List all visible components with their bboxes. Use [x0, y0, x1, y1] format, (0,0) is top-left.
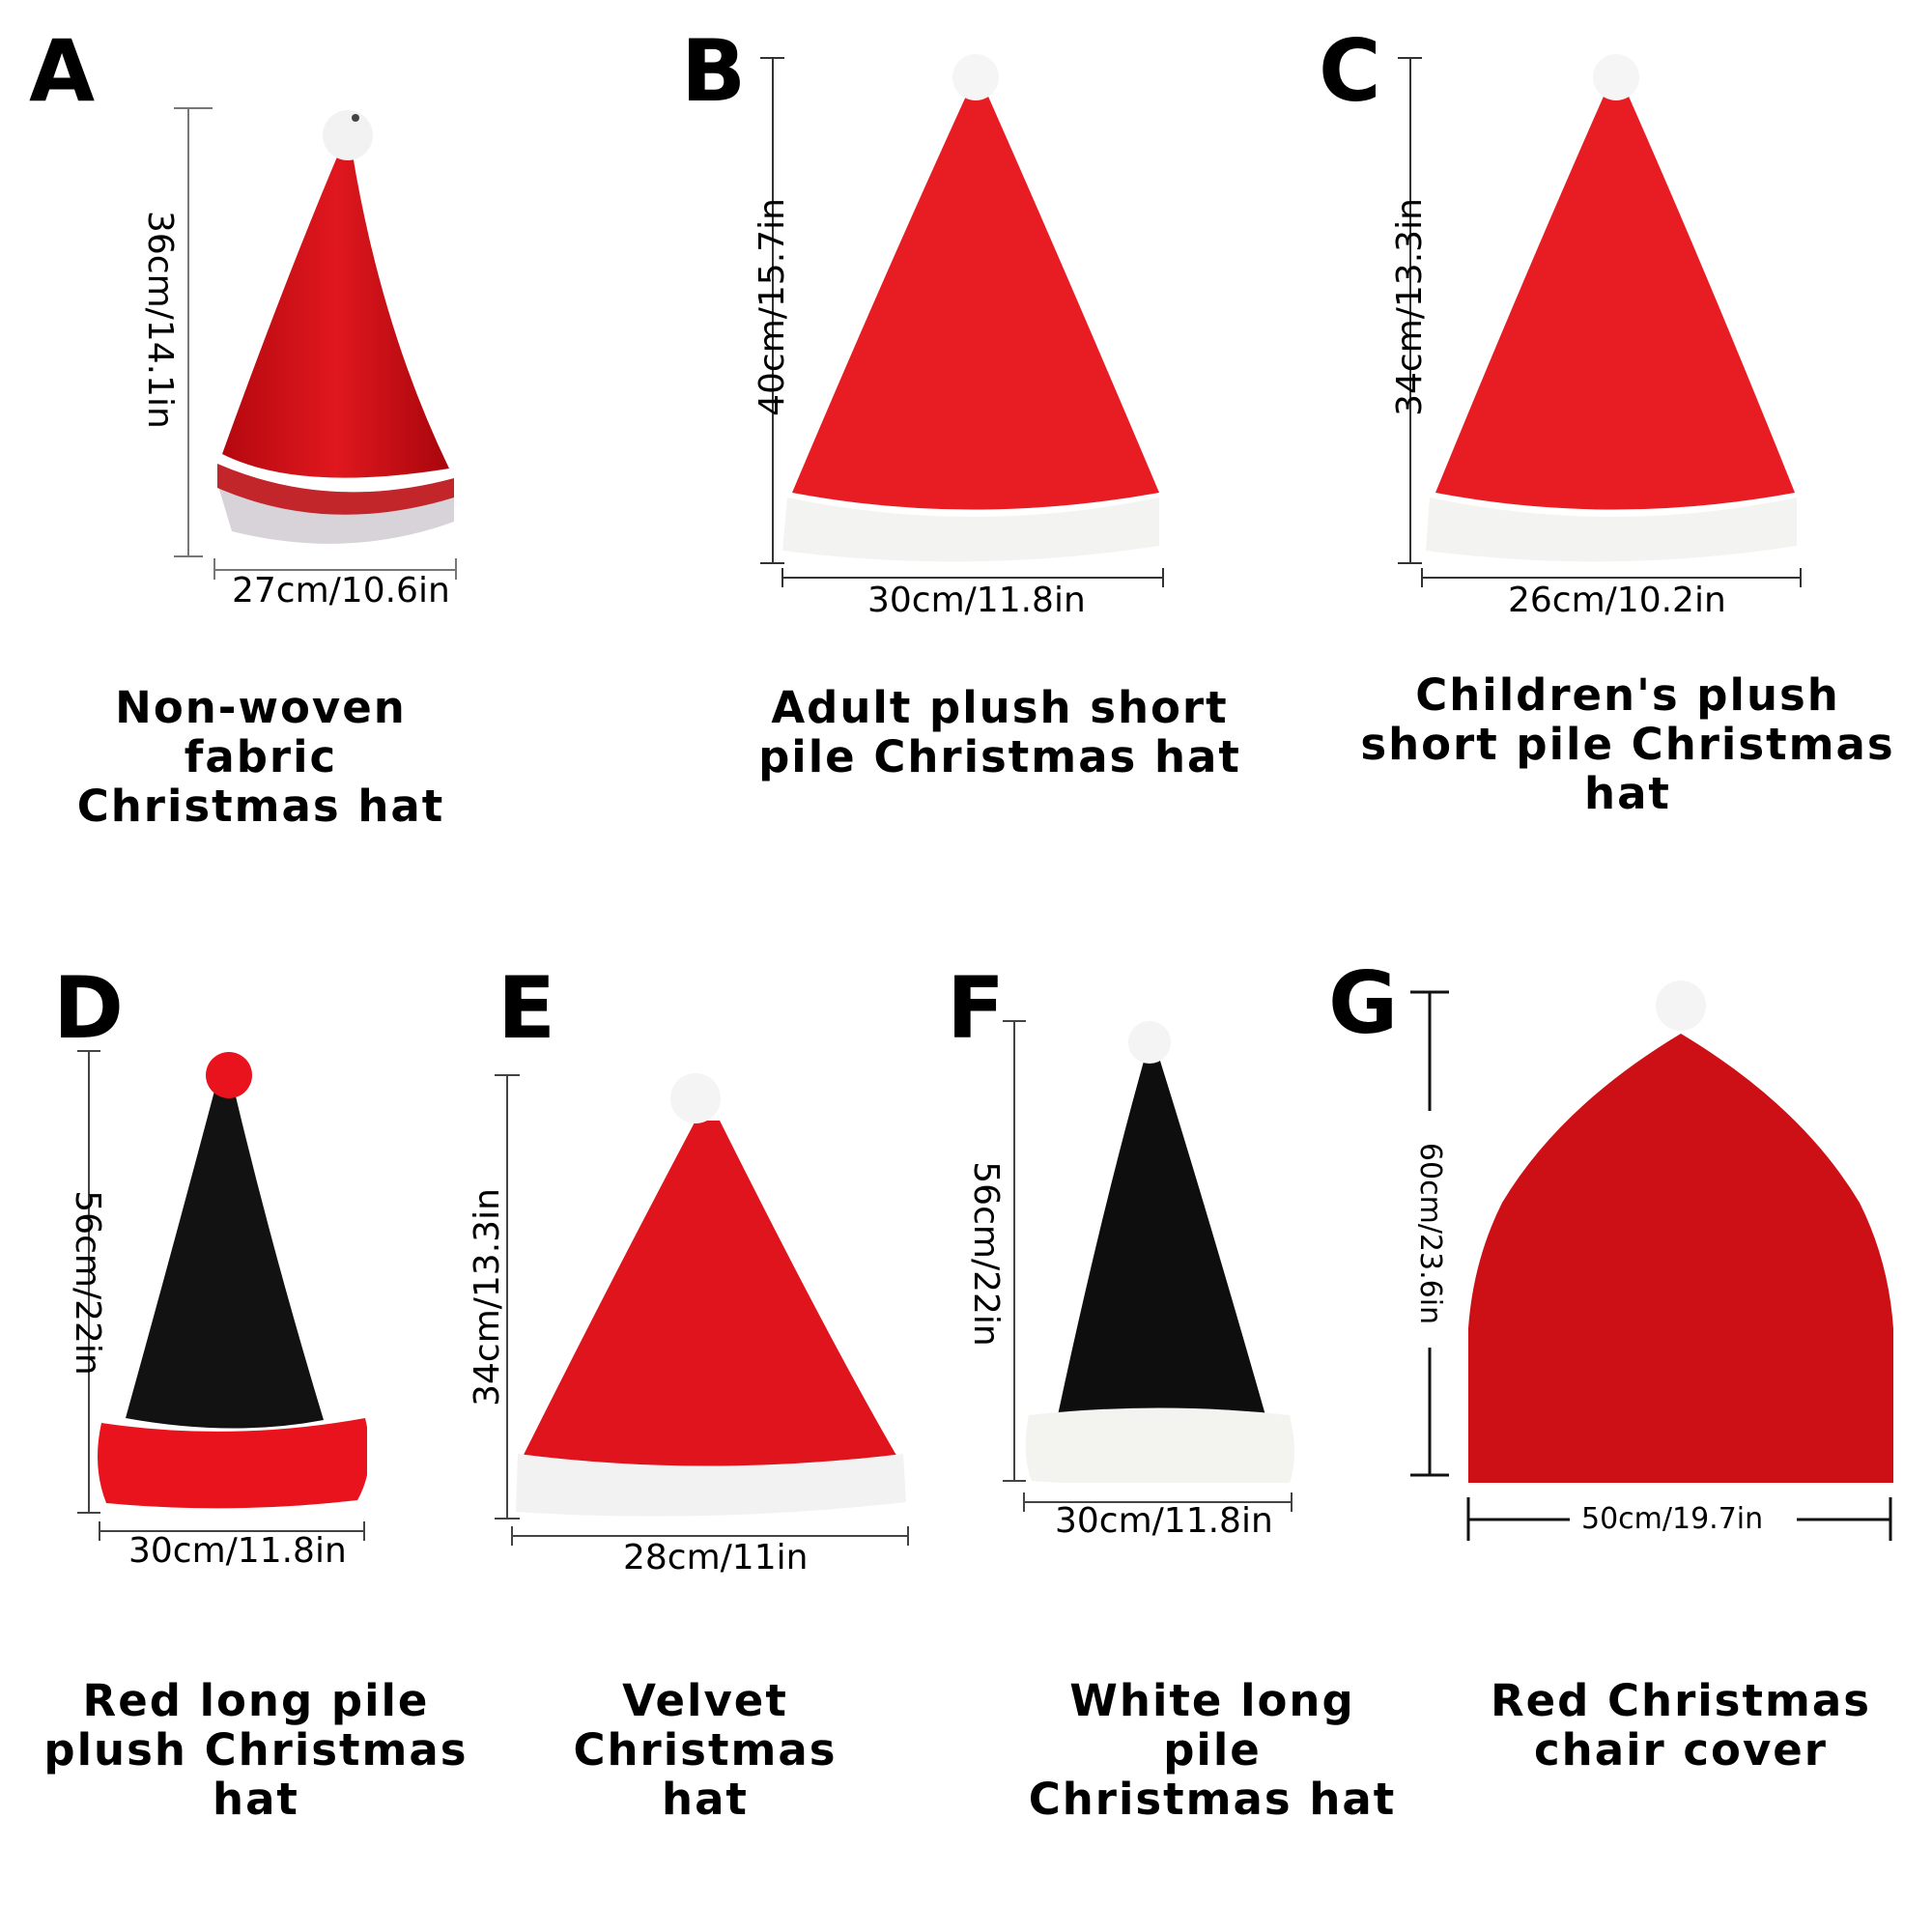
- label-d: D: [53, 958, 125, 1058]
- caption-f: White long pile Christmas hat: [1028, 1675, 1397, 1825]
- caption-g: Red Christmas chair cover: [1490, 1675, 1872, 1776]
- caption-b: Adult plush short pile Christmas hat: [758, 682, 1241, 782]
- velvet-hat-image: [516, 1073, 906, 1517]
- width-label-b: 30cm/11.8in: [867, 581, 1086, 620]
- width-label-d: 30cm/11.8in: [128, 1531, 347, 1571]
- width-label-g: 50cm/19.7in: [1581, 1502, 1764, 1536]
- caption-a: Non-woven fabric Christmas hat: [76, 682, 445, 832]
- label-a: A: [29, 21, 96, 121]
- label-c: C: [1319, 21, 1381, 121]
- chair-cover-image: [1468, 980, 1893, 1483]
- adult-plush-hat-image: [782, 54, 1159, 562]
- label-b: B: [681, 21, 747, 121]
- width-label-a: 27cm/10.6in: [232, 571, 450, 611]
- label-g: G: [1328, 953, 1399, 1053]
- label-e: E: [497, 958, 556, 1058]
- width-label-c: 26cm/10.2in: [1508, 581, 1726, 620]
- non-woven-hat-image: [217, 110, 454, 544]
- caption-d: Red long pile plush Christmas hat: [43, 1675, 469, 1825]
- caption-c: Children's plush short pile Christmas ha…: [1360, 669, 1895, 819]
- caption-e: Velvet Christmas hat: [573, 1675, 838, 1825]
- red-long-pile-hat-image: [98, 1052, 367, 1509]
- children-plush-hat-image: [1426, 54, 1797, 562]
- white-long-pile-hat-image: [1025, 1021, 1294, 1483]
- height-label-g: 60cm/23.6in: [1413, 1142, 1447, 1325]
- width-label-e: 28cm/11in: [623, 1538, 809, 1577]
- label-f: F: [947, 958, 1006, 1058]
- width-label-f: 30cm/11.8in: [1055, 1501, 1273, 1541]
